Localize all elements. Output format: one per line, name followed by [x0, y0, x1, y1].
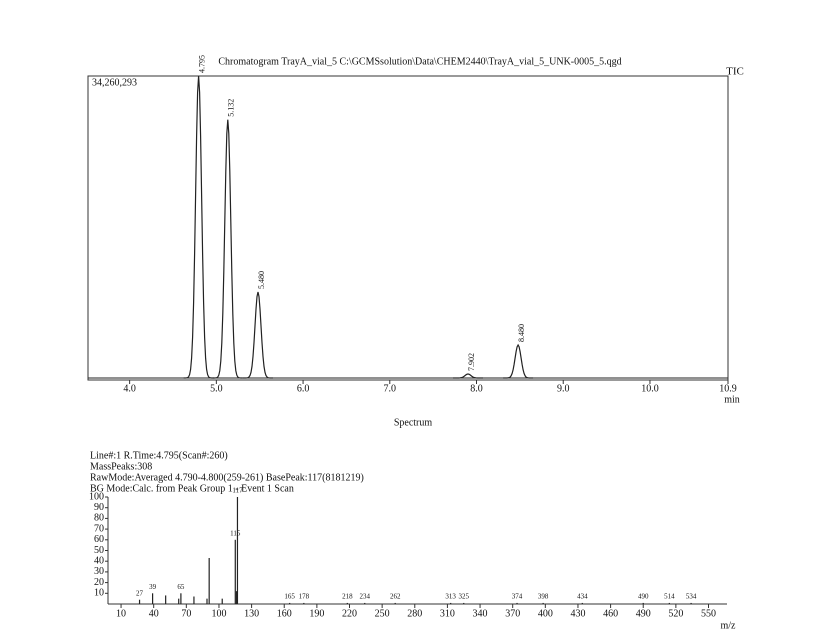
- spectrum-info: Line#:1 R.Time:4.795(Scan#:260): [90, 450, 228, 461]
- peak-label: 4.795: [197, 55, 206, 73]
- y-tick-label: 10: [94, 588, 104, 599]
- peak: [503, 343, 534, 379]
- peak-label: 115: [230, 529, 241, 537]
- spectrum-info: RawMode:Averaged 4.790-4.800(259-261) Ba…: [90, 472, 364, 483]
- x-tick-label: 8.0: [470, 383, 483, 394]
- peak: [243, 291, 273, 379]
- x-tick-label: 5.0: [210, 383, 223, 394]
- x-tick-label: 310: [440, 608, 455, 619]
- x-tick-label: 100: [211, 608, 226, 619]
- peak: [183, 75, 214, 379]
- y-tick-label: 20: [94, 577, 104, 588]
- x-tick-label: 7.0: [384, 383, 397, 394]
- y-tick-label: 80: [94, 513, 104, 524]
- peak: [212, 119, 243, 379]
- x-tick-label: 520: [668, 608, 683, 619]
- x-tick-label: 340: [473, 608, 488, 619]
- peak-label: 65: [177, 583, 185, 591]
- peak-label: 165: [284, 593, 295, 601]
- x-tick-label: 370: [505, 608, 520, 619]
- peak-label: 398: [538, 593, 549, 601]
- x-tick-label: 220: [342, 608, 357, 619]
- y-tick-label: 34,260,293: [92, 77, 137, 88]
- peak-label: 117: [232, 487, 243, 495]
- peak-label: 374: [512, 593, 523, 601]
- x-tick-label: 70: [181, 608, 191, 619]
- peak-label: 5.480: [257, 271, 266, 289]
- x-tick-label: 6.0: [297, 383, 310, 394]
- y-tick-label: 40: [94, 555, 104, 566]
- peak-label: 39: [149, 583, 157, 591]
- x-tick-label: 460: [603, 608, 618, 619]
- peak-label: 434: [577, 593, 588, 601]
- x-tick-label: 130: [244, 608, 259, 619]
- x-axis-label: m/z: [721, 620, 737, 631]
- x-tick-label: 160: [277, 608, 292, 619]
- x-tick-label: 40: [149, 608, 159, 619]
- peak-label: 218: [342, 593, 353, 601]
- peak-label: 27: [136, 589, 144, 597]
- trace-label: TIC: [726, 66, 744, 78]
- x-tick-label: 400: [538, 608, 553, 619]
- peak-label: 534: [686, 593, 697, 601]
- spectrum-info: BG Mode:Calc. from Peak Group 1 - Event …: [90, 483, 294, 494]
- chromatogram-frame: [87, 75, 729, 381]
- peak-label: 490: [638, 593, 649, 601]
- y-tick-label: 50: [94, 545, 104, 556]
- y-tick-label: 60: [94, 534, 104, 545]
- x-tick-label: 4.0: [123, 383, 136, 394]
- x-tick-label: 490: [636, 608, 651, 619]
- y-tick-label: 100: [89, 491, 104, 502]
- x-axis-label: min: [724, 394, 740, 405]
- x-tick-label: 10.0: [641, 383, 659, 394]
- x-tick-label: 9.0: [557, 383, 570, 394]
- x-tick-label: 190: [309, 608, 324, 619]
- peak-label: 313: [445, 593, 456, 601]
- x-tick-label: 550: [701, 608, 716, 619]
- peak-label: 5.132: [227, 99, 236, 117]
- x-tick-label: 280: [407, 608, 422, 619]
- x-tick-label: 250: [375, 608, 390, 619]
- chromatogram-title: Chromatogram TrayA_vial_5 C:\GCMSsolutio…: [218, 56, 621, 67]
- peak-label: 8.480: [517, 324, 526, 342]
- spectrum-title: Spectrum: [394, 417, 433, 428]
- y-tick-label: 30: [94, 566, 104, 577]
- x-tick-label: 10.9: [719, 383, 737, 394]
- peak-label: 178: [299, 593, 310, 601]
- x-tick-label: 430: [570, 608, 585, 619]
- y-tick-label: 90: [94, 502, 104, 513]
- spectrum-info: MassPeaks:308: [90, 461, 152, 472]
- peak-label: 262: [390, 593, 401, 601]
- peak-label: 234: [359, 593, 370, 601]
- peak-label: 325: [458, 593, 469, 601]
- peak-label: 514: [664, 593, 675, 601]
- x-tick-label: 10: [116, 608, 126, 619]
- peak: [453, 373, 483, 379]
- y-tick-label: 70: [94, 523, 104, 534]
- peak-label: 7.902: [467, 353, 476, 371]
